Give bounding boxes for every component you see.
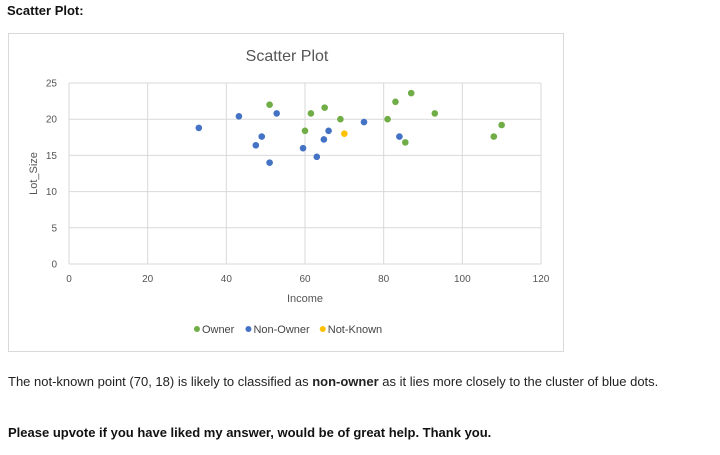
- x-tick-label: 80: [378, 274, 390, 285]
- x-tick-label: 120: [533, 274, 550, 285]
- y-tick-label: 0: [51, 260, 57, 271]
- data-point-non-owner: [266, 159, 273, 166]
- data-point-owner: [307, 110, 315, 117]
- data-point-owner: [498, 121, 505, 129]
- data-point-non-owner: [195, 124, 203, 132]
- legend-label-owner: Owner: [202, 324, 235, 336]
- legend-marker-not-known: [319, 326, 326, 332]
- y-tick-label: 20: [46, 115, 58, 126]
- data-point-owner: [301, 127, 309, 135]
- chart-title: Scatter Plot: [246, 48, 329, 65]
- data-point-owner: [431, 110, 439, 117]
- x-tick-label: 40: [221, 274, 233, 285]
- x-axis-title: Income: [287, 293, 323, 305]
- data-points: [195, 89, 505, 166]
- data-point-owner: [402, 139, 409, 146]
- data-point-non-owner: [273, 110, 280, 117]
- data-point-non-owner: [396, 133, 403, 140]
- data-point-non-owner: [360, 118, 368, 126]
- page-heading: Scatter Plot:: [7, 3, 84, 18]
- data-point-owner: [407, 89, 415, 97]
- answer-text-part1: The not-known point (70, 18) is likely t…: [8, 374, 313, 389]
- closing-note: Please upvote if you have liked my answe…: [8, 425, 492, 440]
- answer-emphasis: non-owner: [312, 374, 379, 389]
- data-point-owner: [490, 133, 498, 140]
- y-tick-label: 5: [51, 223, 57, 234]
- chart-canvas: Scatter Plot 0 5 10 15 20 25 0 20 40 60 80 100 120 I…: [28, 48, 550, 336]
- axis-ticks: 0 5 10 15 20 25 0 20 40 60 80 100 120: [46, 79, 550, 286]
- data-point-owner: [266, 101, 273, 109]
- gridlines: [68, 82, 542, 265]
- data-point-non-owner: [252, 141, 260, 149]
- legend-marker-owner: [193, 326, 200, 332]
- legend: Owner Non-Owner Not-Known: [193, 324, 382, 336]
- data-point-non-owner: [313, 153, 321, 161]
- y-tick-label: 10: [46, 187, 58, 198]
- data-point-non-owner: [299, 144, 307, 152]
- data-point-owner: [321, 104, 328, 111]
- answer-text-part2: as it lies more closely to the cluster o…: [378, 374, 659, 389]
- scatter-chart: Scatter Plot 0 5 10 15 20 25 0 20 40 60 80 100 120 I…: [8, 33, 564, 352]
- answer-text: The not-known point (70, 18) is likely t…: [8, 373, 708, 390]
- data-point-non-owner: [320, 136, 328, 143]
- legend-label-not-known: Not-Known: [328, 324, 382, 336]
- x-tick-label: 60: [299, 274, 311, 285]
- data-point-owner: [384, 115, 391, 123]
- data-point-non-owner: [235, 113, 243, 120]
- y-tick-label: 15: [46, 151, 58, 162]
- data-point-non-owner: [258, 133, 266, 140]
- data-point-not-known: [341, 130, 348, 137]
- data-point-non-owner: [325, 127, 332, 135]
- x-tick-label: 100: [454, 274, 471, 285]
- y-tick-label: 25: [46, 79, 58, 90]
- legend-label-non-owner: Non-Owner: [253, 324, 310, 336]
- data-point-owner: [392, 98, 399, 106]
- legend-marker-non-owner: [245, 326, 252, 332]
- x-tick-label: 20: [142, 274, 154, 285]
- y-axis-title: Lot_Size: [28, 152, 40, 195]
- data-point-owner: [337, 115, 344, 123]
- x-tick-label: 0: [66, 274, 72, 285]
